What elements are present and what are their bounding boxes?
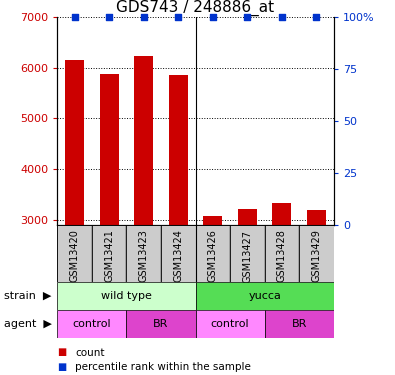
Bar	[196, 282, 334, 310]
Bar	[238, 209, 257, 372]
Bar	[92, 225, 126, 282]
Point	[106, 14, 112, 20]
Text: GSM13424: GSM13424	[173, 230, 183, 282]
Text: GSM13421: GSM13421	[104, 230, 114, 282]
Bar	[196, 310, 265, 338]
Point	[244, 14, 250, 20]
Text: GSM13420: GSM13420	[70, 230, 79, 282]
Point	[210, 14, 216, 20]
Bar	[169, 75, 188, 372]
Text: ■: ■	[57, 348, 66, 357]
Text: percentile rank within the sample: percentile rank within the sample	[75, 362, 251, 372]
Text: control: control	[73, 319, 111, 329]
Text: agent  ▶: agent ▶	[4, 319, 52, 329]
Bar	[100, 74, 118, 372]
Bar	[57, 282, 196, 310]
Bar	[57, 310, 126, 338]
Bar	[57, 225, 92, 282]
Text: GSM13427: GSM13427	[243, 230, 252, 282]
Title: GDS743 / 248886_at: GDS743 / 248886_at	[117, 0, 275, 15]
Text: ■: ■	[57, 362, 66, 372]
Text: BR: BR	[292, 319, 307, 329]
Text: GSM13429: GSM13429	[312, 230, 322, 282]
Bar	[230, 225, 265, 282]
Text: BR: BR	[153, 319, 169, 329]
Bar	[265, 310, 334, 338]
Point	[175, 14, 181, 20]
Text: strain  ▶: strain ▶	[4, 291, 51, 301]
Bar	[307, 210, 326, 372]
Bar	[126, 225, 161, 282]
Point	[313, 14, 320, 20]
Point	[279, 14, 285, 20]
Text: GSM13428: GSM13428	[277, 230, 287, 282]
Point	[71, 14, 78, 20]
Bar	[65, 60, 84, 372]
Bar	[161, 225, 196, 282]
Bar	[126, 310, 196, 338]
Text: wild type: wild type	[101, 291, 152, 301]
Bar	[196, 225, 230, 282]
Bar	[265, 225, 299, 282]
Point	[141, 14, 147, 20]
Text: GSM13423: GSM13423	[139, 230, 149, 282]
Bar	[134, 57, 153, 372]
Text: yucca: yucca	[248, 291, 281, 301]
Text: control: control	[211, 319, 249, 329]
Bar	[273, 203, 292, 372]
Text: GSM13426: GSM13426	[208, 230, 218, 282]
Bar	[203, 216, 222, 372]
Text: count: count	[75, 348, 105, 357]
Bar	[299, 225, 334, 282]
